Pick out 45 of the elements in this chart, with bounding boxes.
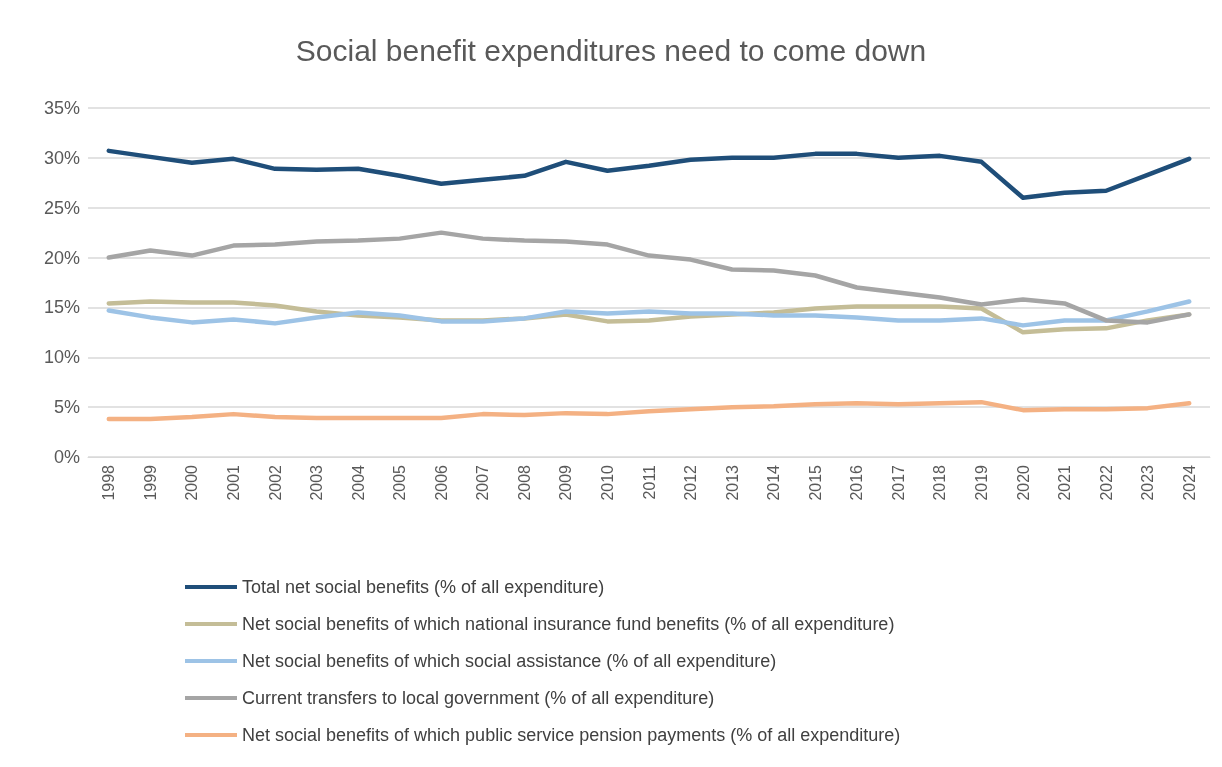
x-tick-label: 2001	[224, 464, 242, 501]
y-tick-label: 30%	[43, 147, 80, 168]
chart-title: Social benefit expenditures need to come down	[295, 33, 927, 67]
legend-label: Net social benefits of which public service pension payments (% of all expenditure)	[242, 725, 901, 745]
x-tick-label: 2002	[266, 464, 284, 501]
y-tick-label: 20%	[43, 247, 80, 268]
x-tick-label: 2017	[889, 464, 907, 501]
y-tick-label: 15%	[43, 297, 80, 318]
x-tick-label: 2009	[557, 464, 575, 501]
line-series	[106, 148, 1192, 200]
x-tick-label: 2007	[474, 464, 492, 501]
x-tick-label: 2006	[432, 464, 450, 501]
x-tick-label: 2015	[806, 464, 824, 501]
x-tick-label: 2018	[931, 464, 949, 501]
x-tick-label: 2016	[848, 464, 866, 501]
y-tick-label: 10%	[43, 347, 80, 368]
x-tick-label: 2013	[723, 464, 741, 501]
y-tick-label: 35%	[43, 98, 80, 118]
x-tick-label: 1999	[141, 464, 159, 501]
x-tick-label: 2003	[308, 464, 326, 501]
x-tick-label: 2012	[682, 464, 700, 501]
x-tick-label: 2022	[1097, 464, 1115, 501]
x-tick-label: 2019	[972, 464, 990, 501]
x-tick-label: 1998	[100, 464, 118, 501]
x-tick-label: 2000	[183, 464, 201, 501]
x-tick-label: 2014	[765, 464, 783, 501]
x-tick-label: 2011	[640, 464, 658, 500]
y-tick-label: 25%	[43, 197, 80, 218]
legend-label: Net social benefits of which national insurance fund benefits (% of all expenditure)	[242, 614, 895, 634]
line-series	[106, 230, 1192, 325]
x-tick-label: 2004	[349, 464, 367, 501]
x-tick-label: 2020	[1014, 464, 1032, 501]
legend-label: Total net social benefits (% of all expenditure)	[242, 577, 605, 597]
x-tick-label: 2008	[515, 464, 533, 501]
y-tick-label: 5%	[53, 397, 80, 418]
x-tick-label: 2024	[1180, 464, 1198, 501]
line-series	[106, 299, 1192, 328]
x-tick-label: 2021	[1056, 464, 1074, 501]
x-tick-label: 2010	[598, 464, 616, 501]
legend-label: Current transfers to local government (% of all expenditure)	[242, 688, 715, 708]
y-tick-label: 0%	[53, 447, 80, 467]
line-series	[106, 399, 1192, 422]
x-tick-label: 2023	[1139, 464, 1157, 501]
x-tick-label: 2005	[391, 464, 409, 501]
legend-label: Net social benefits of which social assistance (% of all expenditure)	[242, 651, 777, 671]
